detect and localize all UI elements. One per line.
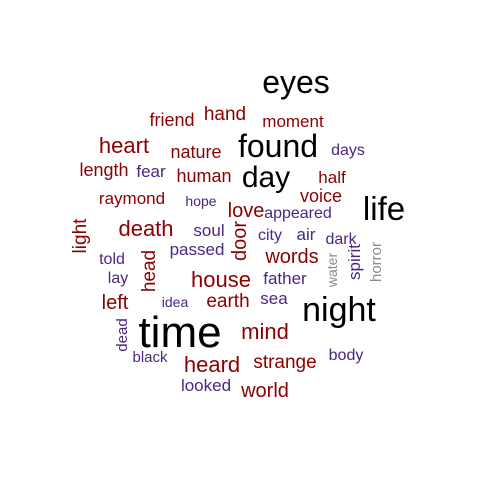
cloud-word-sea: sea	[260, 289, 288, 308]
cloud-word-human: human	[176, 166, 231, 186]
cloud-word-body: body	[329, 347, 364, 364]
cloud-word-told: told	[99, 251, 125, 268]
cloud-word-heard: heard	[184, 352, 240, 377]
cloud-word-death: death	[118, 216, 173, 241]
cloud-word-heart: heart	[99, 133, 149, 158]
cloud-word-friend: friend	[149, 110, 194, 130]
cloud-word-idea: idea	[162, 294, 189, 310]
cloud-word-water: water	[324, 253, 340, 289]
cloud-word-days: days	[331, 142, 365, 159]
cloud-word-light: light	[70, 218, 91, 254]
cloud-word-appeared: appeared	[264, 205, 332, 222]
cloud-word-time: time	[138, 308, 221, 357]
cloud-word-length: length	[79, 160, 128, 180]
cloud-word-door: door	[229, 221, 251, 261]
cloud-word-nature: nature	[170, 142, 221, 162]
cloud-word-hand: hand	[204, 104, 246, 125]
cloud-word-house: house	[191, 267, 251, 292]
cloud-word-eyes: eyes	[262, 64, 330, 100]
cloud-word-voice: voice	[300, 186, 342, 206]
cloud-word-half: half	[318, 168, 346, 187]
cloud-word-life: life	[363, 190, 405, 227]
cloud-word-spirit: spirit	[345, 244, 364, 280]
cloud-word-head: head	[139, 250, 160, 292]
cloud-word-moment: moment	[262, 112, 324, 131]
cloud-word-raymond: raymond	[99, 189, 165, 208]
cloud-word-strange: strange	[253, 352, 316, 373]
cloud-word-city: city	[258, 227, 282, 244]
cloud-word-found: found	[238, 128, 318, 164]
cloud-word-words: words	[264, 246, 318, 268]
cloud-word-air: air	[297, 225, 316, 244]
cloud-word-looked: looked	[181, 376, 231, 395]
cloud-word-passed: passed	[170, 240, 225, 259]
cloud-word-left: left	[102, 292, 129, 314]
cloud-word-night: night	[302, 291, 376, 329]
cloud-word-dark: dark	[325, 231, 357, 248]
cloud-word-horror: horror	[368, 242, 385, 282]
cloud-word-black: black	[132, 349, 168, 366]
cloud-word-hope: hope	[185, 193, 216, 209]
cloud-word-dead: dead	[114, 318, 131, 351]
cloud-word-mind: mind	[241, 319, 289, 344]
cloud-word-day: day	[242, 161, 290, 194]
cloud-word-world: world	[240, 380, 289, 402]
cloud-word-lay: lay	[108, 270, 128, 287]
cloud-word-soul: soul	[193, 221, 224, 240]
cloud-word-father: father	[263, 269, 307, 288]
cloud-word-love: love	[228, 200, 265, 222]
cloud-word-earth: earth	[206, 291, 249, 312]
cloud-word-fear: fear	[136, 162, 166, 181]
